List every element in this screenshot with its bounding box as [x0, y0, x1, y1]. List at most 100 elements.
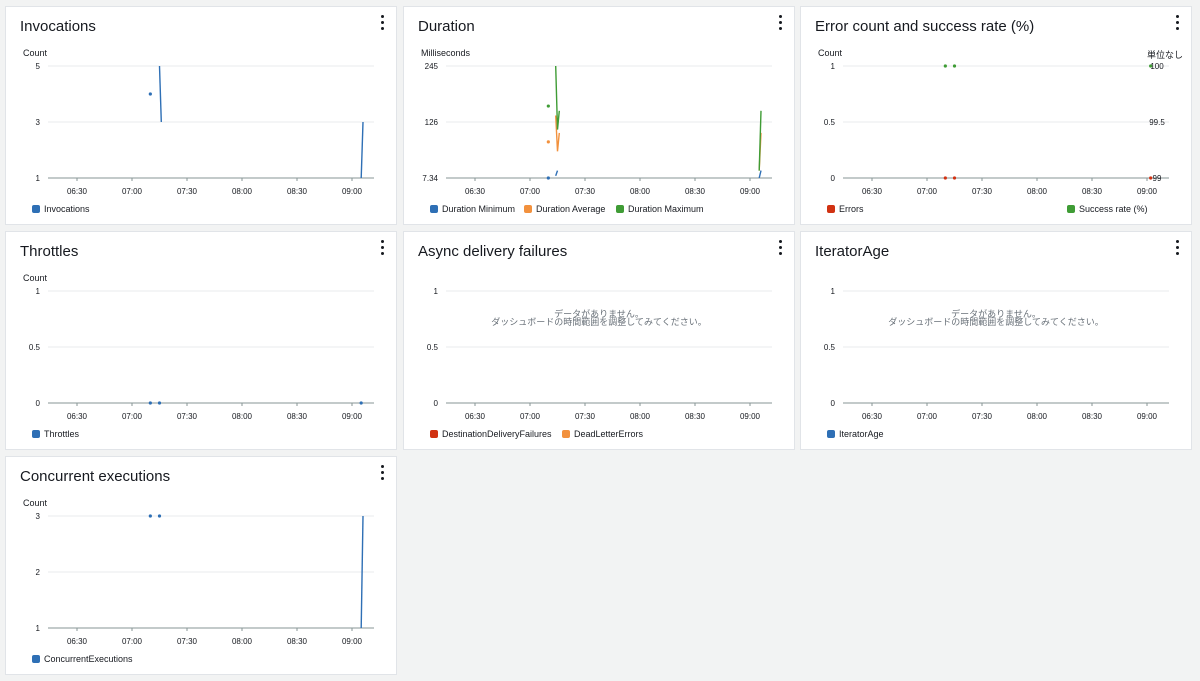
legend-item[interactable]: Invocations: [32, 204, 90, 214]
legend-label: DeadLetterErrors: [574, 429, 644, 439]
legend-item[interactable]: DestinationDeliveryFailures: [430, 429, 552, 439]
legend-label: Success rate (%): [1079, 204, 1148, 214]
panel-concurrent-executions: Concurrent executions Count 1 2 3 06:30 07:00 0…: [5, 456, 397, 675]
data-point[interactable]: [546, 176, 550, 180]
data-point[interactable]: [546, 140, 550, 144]
legend-swatch-icon: [827, 205, 835, 213]
legend-swatch-icon: [1067, 205, 1075, 213]
series-line[interactable]: [360, 121, 364, 179]
x-tick-label: 08:00: [1027, 187, 1048, 196]
x-tick-label: 09:00: [740, 412, 761, 421]
panel-duration: Duration Milliseconds 7.34 126 245 06:30 07:00…: [403, 6, 795, 225]
data-point[interactable]: [148, 92, 152, 96]
data-point[interactable]: [148, 401, 152, 405]
y-right-tick-label: 99: [1153, 174, 1162, 183]
data-point[interactable]: [952, 176, 957, 180]
data-point[interactable]: [943, 176, 947, 180]
y-right-tick-label: 100: [1150, 62, 1164, 71]
legend: DestinationDeliveryFailures DeadLetterErr…: [430, 429, 784, 445]
data-point[interactable]: [157, 514, 162, 518]
more-actions-icon[interactable]: [775, 240, 785, 258]
legend-label: DestinationDeliveryFailures: [442, 429, 552, 439]
legend-item[interactable]: Duration Maximum: [616, 204, 704, 214]
legend-swatch-icon: [524, 205, 532, 213]
y-tick-label: 0.5: [29, 343, 41, 352]
x-tick-label: 08:30: [685, 187, 706, 196]
legend-item[interactable]: Throttles: [32, 429, 79, 439]
x-tick-label: 07:00: [122, 187, 143, 196]
x-tick-label: 06:30: [862, 412, 883, 421]
y-axis-label: Count: [23, 498, 48, 508]
legend: ConcurrentExecutions: [32, 654, 386, 670]
no-data-line: データがありません。: [554, 309, 644, 319]
series-line[interactable]: [758, 110, 762, 171]
y-tick-label: 3: [36, 118, 41, 127]
panel-async-delivery-failures: Async delivery failures 0 0.5 1 06:30 07:00 07…: [403, 231, 795, 450]
y-tick-label: 7.34: [422, 174, 438, 183]
legend-swatch-icon: [32, 655, 40, 663]
legend-item[interactable]: Errors: [827, 204, 864, 214]
legend-label: Throttles: [44, 429, 80, 439]
y-right-tick-label: 99.5: [1149, 118, 1165, 127]
data-point[interactable]: [1149, 64, 1153, 68]
legend-swatch-icon: [562, 430, 570, 438]
x-tick-label: 08:00: [232, 412, 253, 421]
data-point[interactable]: [359, 401, 363, 405]
legend-item[interactable]: DeadLetterErrors: [562, 429, 643, 439]
no-data-line: ダッシュボードの時間範囲を調整してみてください。: [888, 317, 1104, 327]
x-tick-label: 07:00: [122, 637, 143, 646]
data-point[interactable]: [157, 401, 162, 405]
legend-item[interactable]: Success rate (%): [1067, 204, 1148, 214]
data-point[interactable]: [943, 64, 947, 68]
y-tick-label: 0: [831, 399, 836, 408]
y-tick-label: 0.5: [824, 343, 836, 352]
y-axis-label: Count: [23, 273, 48, 283]
series-line[interactable]: [555, 170, 559, 177]
series-line[interactable]: [360, 515, 364, 629]
x-tick-label: 08:00: [232, 637, 253, 646]
no-data-message: データがありません。 ダッシュボードの時間範囲を調整してみてください。: [801, 309, 1191, 327]
x-tick-label: 07:30: [177, 412, 198, 421]
series-line[interactable]: [555, 115, 560, 152]
y-tick-label: 0: [831, 174, 836, 183]
y-tick-label: 126: [425, 118, 439, 127]
chart-throttles: 0 0.5 1 06:30 07:00 07:30 08:00 08:30 09:00: [29, 287, 374, 421]
legend-item[interactable]: IteratorAge: [827, 429, 884, 439]
chart-concurrent-executions: 1 2 3 06:30 07:00 07:30 08:00 08:30 09:00: [36, 512, 374, 646]
legend-label: Duration Average: [536, 204, 606, 214]
x-tick-label: 06:30: [67, 637, 88, 646]
x-tick-label: 07:30: [972, 187, 993, 196]
x-tick-label: 07:00: [122, 412, 143, 421]
more-actions-icon[interactable]: [775, 15, 785, 33]
legend-item[interactable]: Duration Minimum: [430, 204, 515, 214]
series-line[interactable]: [555, 65, 560, 130]
y-tick-label: 1: [831, 62, 836, 71]
no-data-message: データがありません。 ダッシュボードの時間範囲を調整してみてください。: [404, 309, 794, 327]
x-tick-label: 08:00: [630, 187, 651, 196]
series-line[interactable]: [758, 170, 762, 179]
more-actions-icon[interactable]: [1172, 15, 1182, 33]
legend-item[interactable]: ConcurrentExecutions: [32, 654, 133, 664]
y-tick-label: 1: [434, 287, 439, 296]
data-point[interactable]: [952, 64, 957, 68]
legend-item[interactable]: Duration Average: [524, 204, 605, 214]
no-data-line: データがありません。: [951, 309, 1041, 319]
y-tick-label: 245: [425, 62, 439, 71]
more-actions-icon[interactable]: [377, 465, 387, 483]
data-point[interactable]: [546, 104, 550, 108]
more-actions-icon[interactable]: [377, 240, 387, 258]
more-actions-icon[interactable]: [377, 15, 387, 33]
chart-duration: 7.34 126 245 06:30 07:00 07:30 08:00 08:30 09:00: [422, 62, 772, 196]
data-point[interactable]: [148, 514, 152, 518]
series-line[interactable]: [158, 65, 162, 123]
more-actions-icon[interactable]: [1172, 240, 1182, 258]
data-point[interactable]: [1149, 176, 1153, 180]
panel-title: Duration: [418, 18, 475, 35]
legend-label: ConcurrentExecutions: [44, 654, 133, 664]
panel-title: Concurrent executions: [20, 468, 171, 485]
legend: Throttles: [32, 429, 386, 445]
legend: Duration Minimum Duration Average Duration…: [430, 204, 784, 220]
legend-swatch-icon: [32, 430, 40, 438]
y-tick-label: 1: [831, 287, 836, 296]
x-tick-label: 08:30: [685, 412, 706, 421]
